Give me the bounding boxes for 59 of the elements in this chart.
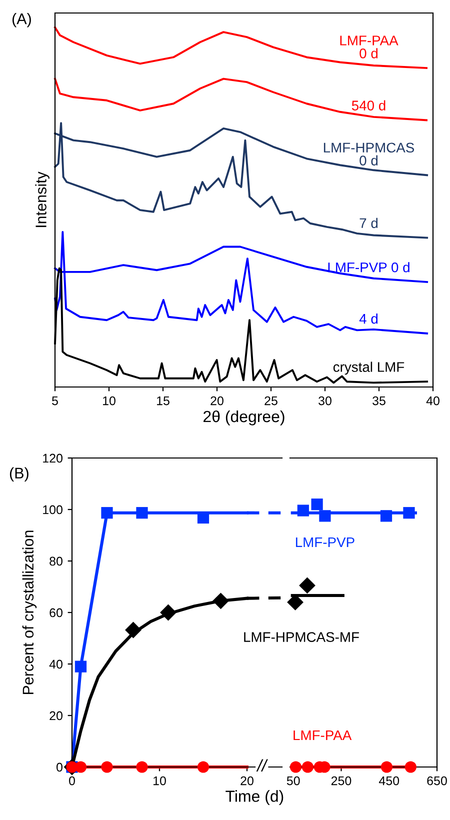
series-label: 7 d xyxy=(360,218,378,228)
y-tick-label: 120 xyxy=(43,454,62,463)
point xyxy=(311,498,323,510)
x-tick-label: 650 xyxy=(427,776,447,786)
x-axis-title: 2θ (degree) xyxy=(204,410,284,426)
point xyxy=(101,761,113,773)
point xyxy=(299,577,316,594)
x-tick-label: 5 xyxy=(52,396,58,406)
x-tick-label: 35 xyxy=(372,396,386,406)
x-tick-label: 250 xyxy=(331,776,352,786)
y-tick-label: 0 xyxy=(56,762,62,772)
point xyxy=(160,604,176,621)
point xyxy=(380,761,393,773)
series-label: LMF-PVP 0 d xyxy=(328,262,410,272)
x-tick-label: 40 xyxy=(426,396,440,406)
x-axis-title: Time (d) xyxy=(226,790,284,806)
x-tick-label: 50 xyxy=(286,776,300,786)
y-tick-label: 20 xyxy=(50,711,62,720)
y-axis-title: Percent of crystallization xyxy=(22,530,37,694)
y-tick-label: 80 xyxy=(50,556,62,566)
x-tick-label: 25 xyxy=(264,396,278,406)
series-label: LMF-PAA 0 d xyxy=(340,36,398,58)
point xyxy=(290,761,302,773)
point xyxy=(297,504,309,516)
series-label: LMF-HPMCAS 0 d xyxy=(324,142,414,166)
point xyxy=(74,761,87,773)
chart-title: (A) xyxy=(12,13,31,28)
x-tick-label: 450 xyxy=(378,776,400,786)
series-label: LMF-HPMCAS-MF xyxy=(244,632,359,642)
series-label: 540 d xyxy=(352,100,386,110)
point xyxy=(212,592,229,610)
y-tick-label: 60 xyxy=(50,608,62,618)
point xyxy=(302,761,314,773)
point xyxy=(74,660,87,672)
series-label: LMF-PAA xyxy=(294,730,352,740)
point xyxy=(403,507,415,519)
point xyxy=(404,761,416,773)
text: (B) xyxy=(10,467,28,482)
x-tick-label: 10 xyxy=(154,776,166,786)
series-label: crystal LMF xyxy=(333,362,404,375)
y-axis-title: Intensity xyxy=(35,172,50,228)
point xyxy=(101,507,113,519)
point xyxy=(197,761,210,773)
x-tick-label: 10 xyxy=(103,396,116,406)
x-tick-label: 30 xyxy=(318,396,332,406)
series-label: 4 d xyxy=(359,314,378,324)
x-tick-label: 20 xyxy=(240,776,254,786)
point xyxy=(136,761,148,773)
annotation: // xyxy=(256,759,268,772)
y-tick-label: 100 xyxy=(43,505,62,514)
x-tick-label: 20 xyxy=(210,396,224,406)
point xyxy=(380,510,392,522)
y-tick-label: 40 xyxy=(49,660,62,669)
x-tick-label: 0 xyxy=(69,776,75,786)
series-label: LMF-PVP xyxy=(296,537,354,547)
point xyxy=(136,507,148,519)
point xyxy=(319,510,331,522)
point xyxy=(125,622,142,638)
x-tick-label: 15 xyxy=(157,396,170,406)
